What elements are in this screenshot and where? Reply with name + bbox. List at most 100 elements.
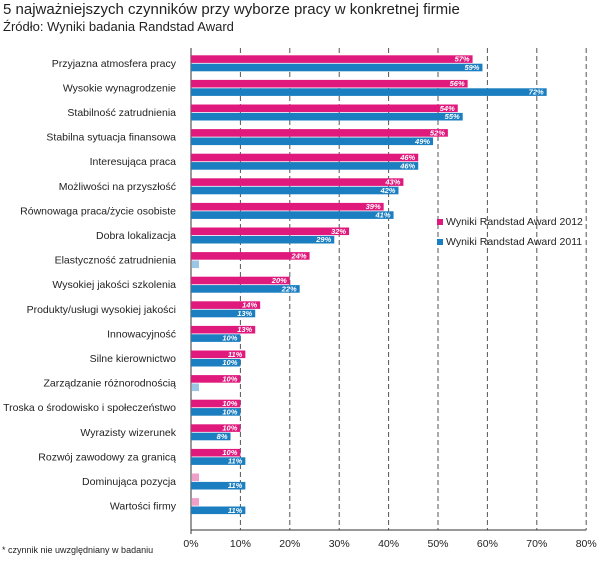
not-included-marker (192, 498, 199, 506)
x-tick-label: 10% (230, 538, 251, 550)
category-label: Interesująca praca (90, 156, 177, 168)
bar-2012 (191, 104, 458, 113)
data-label: 39% (366, 202, 381, 211)
category-label: Wartości firmy (110, 501, 177, 513)
data-label: 13% (237, 325, 252, 334)
bar-2011 (191, 162, 419, 170)
bar-2012 (191, 178, 404, 186)
category-label: Zarządzanie różnorodnością (44, 378, 177, 390)
data-label: 14% (242, 301, 257, 310)
data-label: 46% (399, 153, 415, 162)
data-label: 10% (222, 399, 237, 408)
chart-subtitle: Źródło: Wyniki badania Randstad Award (3, 19, 234, 34)
bar-2011 (191, 211, 394, 219)
data-label: 11% (228, 506, 243, 515)
category-label: Dominująca pozycja (82, 476, 176, 488)
bar-2011 (191, 309, 256, 318)
category-label: Równowaga praca/życie osobiste (20, 205, 176, 217)
category-label: Produkty/usługi wysokiej jakości (27, 304, 176, 316)
bar-2012 (191, 301, 261, 309)
category-label: Przyjazna atmosfera pracy (52, 58, 177, 70)
legend-swatch (437, 239, 443, 245)
data-label: 41% (375, 211, 391, 220)
bar-2012 (191, 276, 290, 285)
bar-2011 (191, 408, 241, 416)
category-label: Dobra lokalizacja (96, 230, 176, 242)
bar-2012 (191, 424, 241, 432)
x-tick-label: 60% (477, 538, 498, 550)
x-tick-label: 50% (427, 538, 448, 550)
data-label: 55% (445, 112, 460, 121)
bar-2012 (191, 325, 256, 334)
data-label: 54% (440, 104, 455, 113)
data-label: 59% (464, 63, 479, 72)
not-included-marker (192, 473, 199, 482)
data-label: 10% (222, 448, 237, 457)
data-label: 46% (399, 161, 415, 170)
category-label: Możliwości na przyszłość (59, 181, 176, 193)
bar-2012 (191, 202, 384, 211)
category-label: Troska o środowisko i społeczeństwo (3, 402, 176, 414)
data-label: 43% (384, 178, 400, 187)
data-label: 49% (414, 137, 430, 146)
bar-2012 (191, 448, 241, 457)
bar-2012 (191, 153, 419, 162)
data-label: 10% (222, 358, 237, 367)
x-tick-label: 80% (576, 538, 597, 550)
not-included-marker (192, 260, 199, 269)
bar-2012 (191, 129, 448, 137)
x-tick-label: 40% (378, 538, 399, 550)
data-label: 20% (271, 276, 287, 285)
category-label: Stabilność zatrudnienia (67, 107, 176, 119)
bar-2011 (191, 457, 246, 465)
bar-2012 (191, 79, 468, 88)
legend-swatch (437, 219, 443, 225)
bar-2011 (191, 186, 399, 195)
x-tick-label: 70% (526, 538, 547, 550)
bar-2011 (191, 235, 335, 244)
bar-2012 (191, 350, 246, 359)
bar-2012 (191, 375, 241, 383)
data-label: 10% (222, 334, 237, 343)
data-label: 22% (281, 284, 297, 293)
data-label: 42% (379, 186, 395, 195)
data-label: 52% (430, 128, 445, 137)
chart-title: 5 najważniejszych czynników przy wyborze… (3, 1, 460, 18)
data-label: 56% (450, 79, 465, 88)
x-tick-label: 20% (279, 538, 300, 550)
bar-2012 (191, 399, 241, 408)
category-label: Innowacyjność (107, 328, 176, 340)
bar-2011 (191, 88, 547, 96)
data-label: 8% (217, 432, 228, 441)
bar-2011 (191, 334, 241, 342)
bar-2011 (191, 63, 483, 72)
footnote: * czynnik nie uwzględniany w badaniu (2, 545, 154, 555)
data-label: 32% (331, 227, 346, 236)
category-label: Wyrazisty wizerunek (80, 427, 176, 439)
data-label: 11% (228, 457, 243, 466)
data-label: 24% (291, 251, 307, 260)
data-label: 10% (222, 407, 237, 416)
category-label: Elastyczność zatrudnienia (55, 255, 177, 267)
data-label: 10% (222, 424, 237, 433)
x-tick-label: 0% (183, 538, 198, 550)
category-label: Rozwój zawodowy za granicą (38, 451, 176, 463)
legend-label: Wyniki Randstad Award 2012 (446, 216, 583, 228)
bar-2011 (191, 285, 300, 293)
bar-2012 (191, 227, 350, 236)
category-label: Wysokiej jakości szkolenia (52, 279, 176, 291)
x-tick-label: 30% (329, 538, 350, 550)
data-label: 29% (315, 235, 331, 244)
category-label: Stabilna sytuacja finansowa (46, 132, 176, 144)
bar-2011 (191, 137, 434, 146)
bar-2011 (191, 506, 246, 515)
bar-2011 (191, 112, 463, 121)
bar-2011 (191, 481, 246, 490)
bar-2011 (191, 432, 231, 441)
data-label: 57% (455, 55, 470, 64)
legend-label: Wyniki Randstad Award 2011 (446, 236, 582, 248)
bar-2012 (191, 55, 473, 63)
category-label: Wysokie wynagrodzenie (63, 82, 176, 94)
not-included-marker (192, 383, 199, 392)
